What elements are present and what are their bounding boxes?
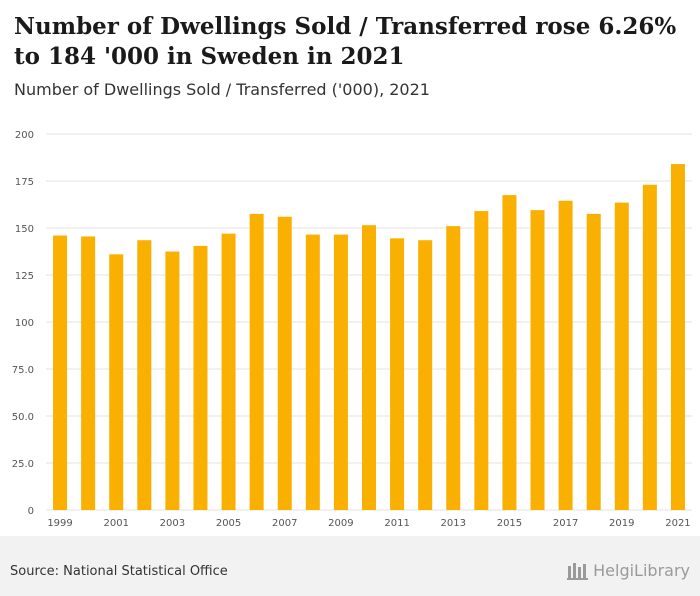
bar-2013	[446, 226, 461, 510]
bar-2015	[502, 195, 517, 510]
chart-title: Number of Dwellings Sold / Transferred r…	[14, 13, 677, 70]
bar-chart: 0 25.0 50.0 75.0 100 125 150 175 200 1999 2001 2003…	[12, 130, 692, 529]
x-tick-label: 2003	[160, 518, 185, 529]
x-tick-label: 2017	[553, 518, 578, 529]
source-note: Source: National Statistical Office	[10, 564, 228, 579]
x-tick-label: 2009	[328, 518, 353, 529]
chart-header: Number of Dwellings Sold / Transferred r…	[0, 0, 700, 114]
x-tick-label: 2013	[441, 518, 466, 529]
bar-2004	[193, 245, 208, 511]
x-tick-label: 2001	[103, 518, 128, 529]
bar-2011	[390, 238, 405, 510]
y-tick-label: 75.0	[12, 365, 34, 376]
bar-2001	[109, 254, 124, 510]
bar-2009	[333, 234, 348, 510]
bar-2008	[305, 234, 320, 510]
bar-2012	[418, 240, 433, 510]
bar-2005	[221, 233, 236, 510]
x-tick-label: 2019	[609, 518, 634, 529]
bar-2019	[614, 202, 629, 510]
bar-1999	[53, 235, 68, 510]
brand-name: HelgiLibrary	[593, 560, 690, 580]
y-tick-label: 200	[15, 130, 34, 141]
y-tick-label: 50.0	[12, 412, 34, 423]
x-tick-label: 2015	[497, 518, 522, 529]
bar-2018	[586, 213, 601, 510]
bar-2014	[474, 211, 489, 510]
y-tick-label: 25.0	[12, 459, 34, 470]
bar-2000	[81, 236, 96, 510]
x-tick-label: 2005	[216, 518, 241, 529]
library-icon	[567, 563, 589, 580]
y-tick-label: 125	[15, 271, 34, 282]
chart-subtitle: Number of Dwellings Sold / Transferred (…	[14, 80, 430, 99]
y-tick-label: 0	[28, 506, 34, 517]
x-tick-label: 2011	[384, 518, 409, 529]
brand-logo: HelgiLibrary	[567, 560, 690, 580]
bar-2010	[362, 225, 376, 510]
bar-2007	[277, 216, 292, 510]
y-tick-label: 150	[15, 224, 34, 235]
x-tick-label: 2021	[665, 518, 690, 529]
y-tick-label: 175	[15, 177, 34, 188]
bar-2020	[642, 184, 657, 510]
bar-2017	[558, 200, 573, 510]
y-tick-label: 100	[15, 318, 34, 329]
chart-area: 0 25.0 50.0 75.0 100 125 150 175 200 1999 2001 2003…	[0, 114, 700, 536]
bar-2006	[249, 213, 264, 510]
x-tick-label: 2007	[272, 518, 297, 529]
bar-2003	[165, 251, 180, 510]
bar-2016	[530, 210, 545, 510]
bar-2021	[670, 164, 685, 510]
chart-footer: Source: National Statistical Office Helg…	[0, 548, 700, 596]
x-tick-label: 1999	[47, 518, 72, 529]
bar-2002	[137, 240, 152, 510]
